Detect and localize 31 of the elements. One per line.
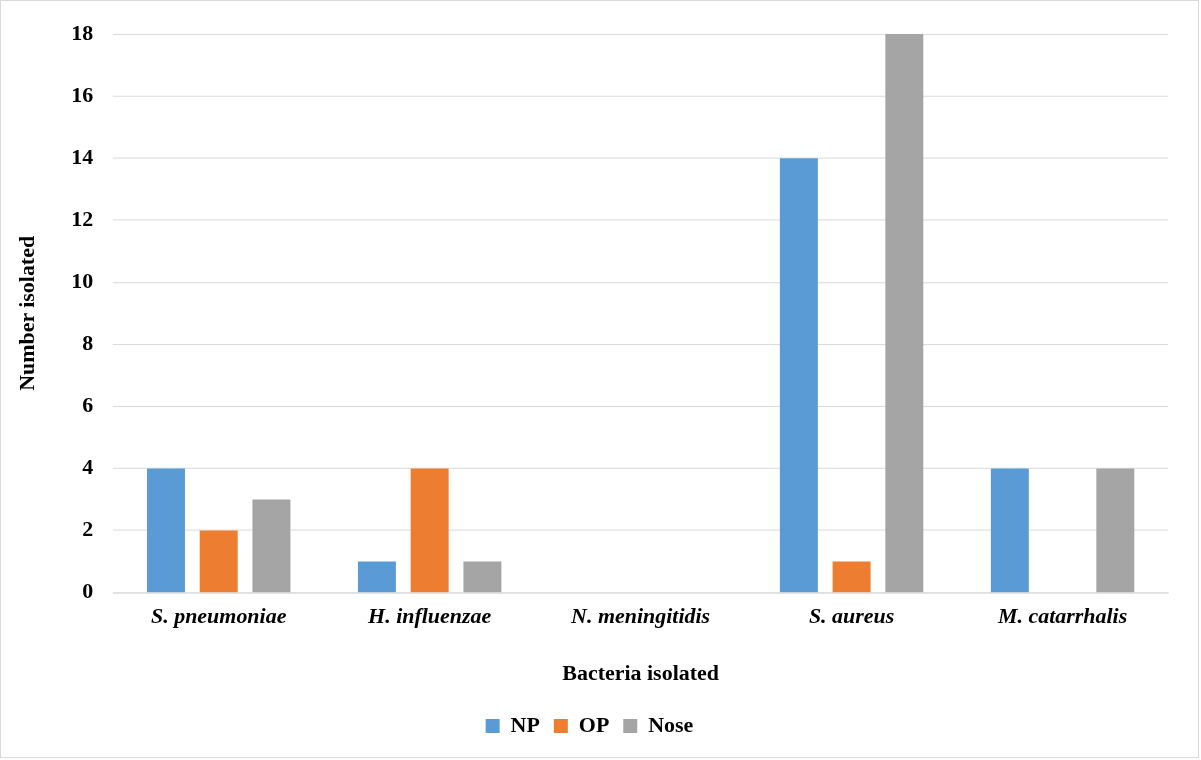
bar	[199, 530, 238, 593]
legend-label: OP	[578, 711, 610, 737]
x-axis-title: Bacteria isolated	[562, 659, 719, 685]
bar	[463, 561, 502, 593]
bar	[990, 468, 1029, 593]
legend-label: NP	[510, 711, 540, 737]
y-tick-label: 18	[71, 19, 94, 45]
y-tick-label: 10	[71, 268, 94, 294]
bar	[885, 34, 924, 593]
x-tick-label: S. aureus	[808, 603, 895, 629]
x-tick-label: S. pneumoniae	[151, 603, 287, 629]
y-tick-label: 6	[82, 392, 94, 418]
bar	[832, 561, 871, 593]
y-tick-label: 0	[82, 578, 94, 604]
bar	[252, 499, 291, 593]
y-tick-label: 4	[82, 454, 94, 480]
x-tick-label: M. catarrhalis	[996, 603, 1128, 629]
y-tick-label: 14	[71, 143, 94, 169]
y-tick-label: 2	[82, 516, 94, 542]
bar	[779, 158, 818, 593]
bar	[357, 561, 396, 593]
y-tick-label: 16	[71, 81, 94, 107]
bar	[1096, 468, 1135, 593]
y-tick-label: 8	[82, 330, 94, 356]
legend-label: Nose	[648, 711, 694, 737]
y-tick-label: 12	[71, 205, 94, 231]
x-tick-label: N. meningitidis	[570, 603, 711, 629]
bar	[410, 468, 449, 593]
x-tick-label: H. influenzae	[367, 603, 492, 629]
bar	[146, 468, 185, 593]
y-axis-title: Number isolated	[13, 235, 39, 391]
